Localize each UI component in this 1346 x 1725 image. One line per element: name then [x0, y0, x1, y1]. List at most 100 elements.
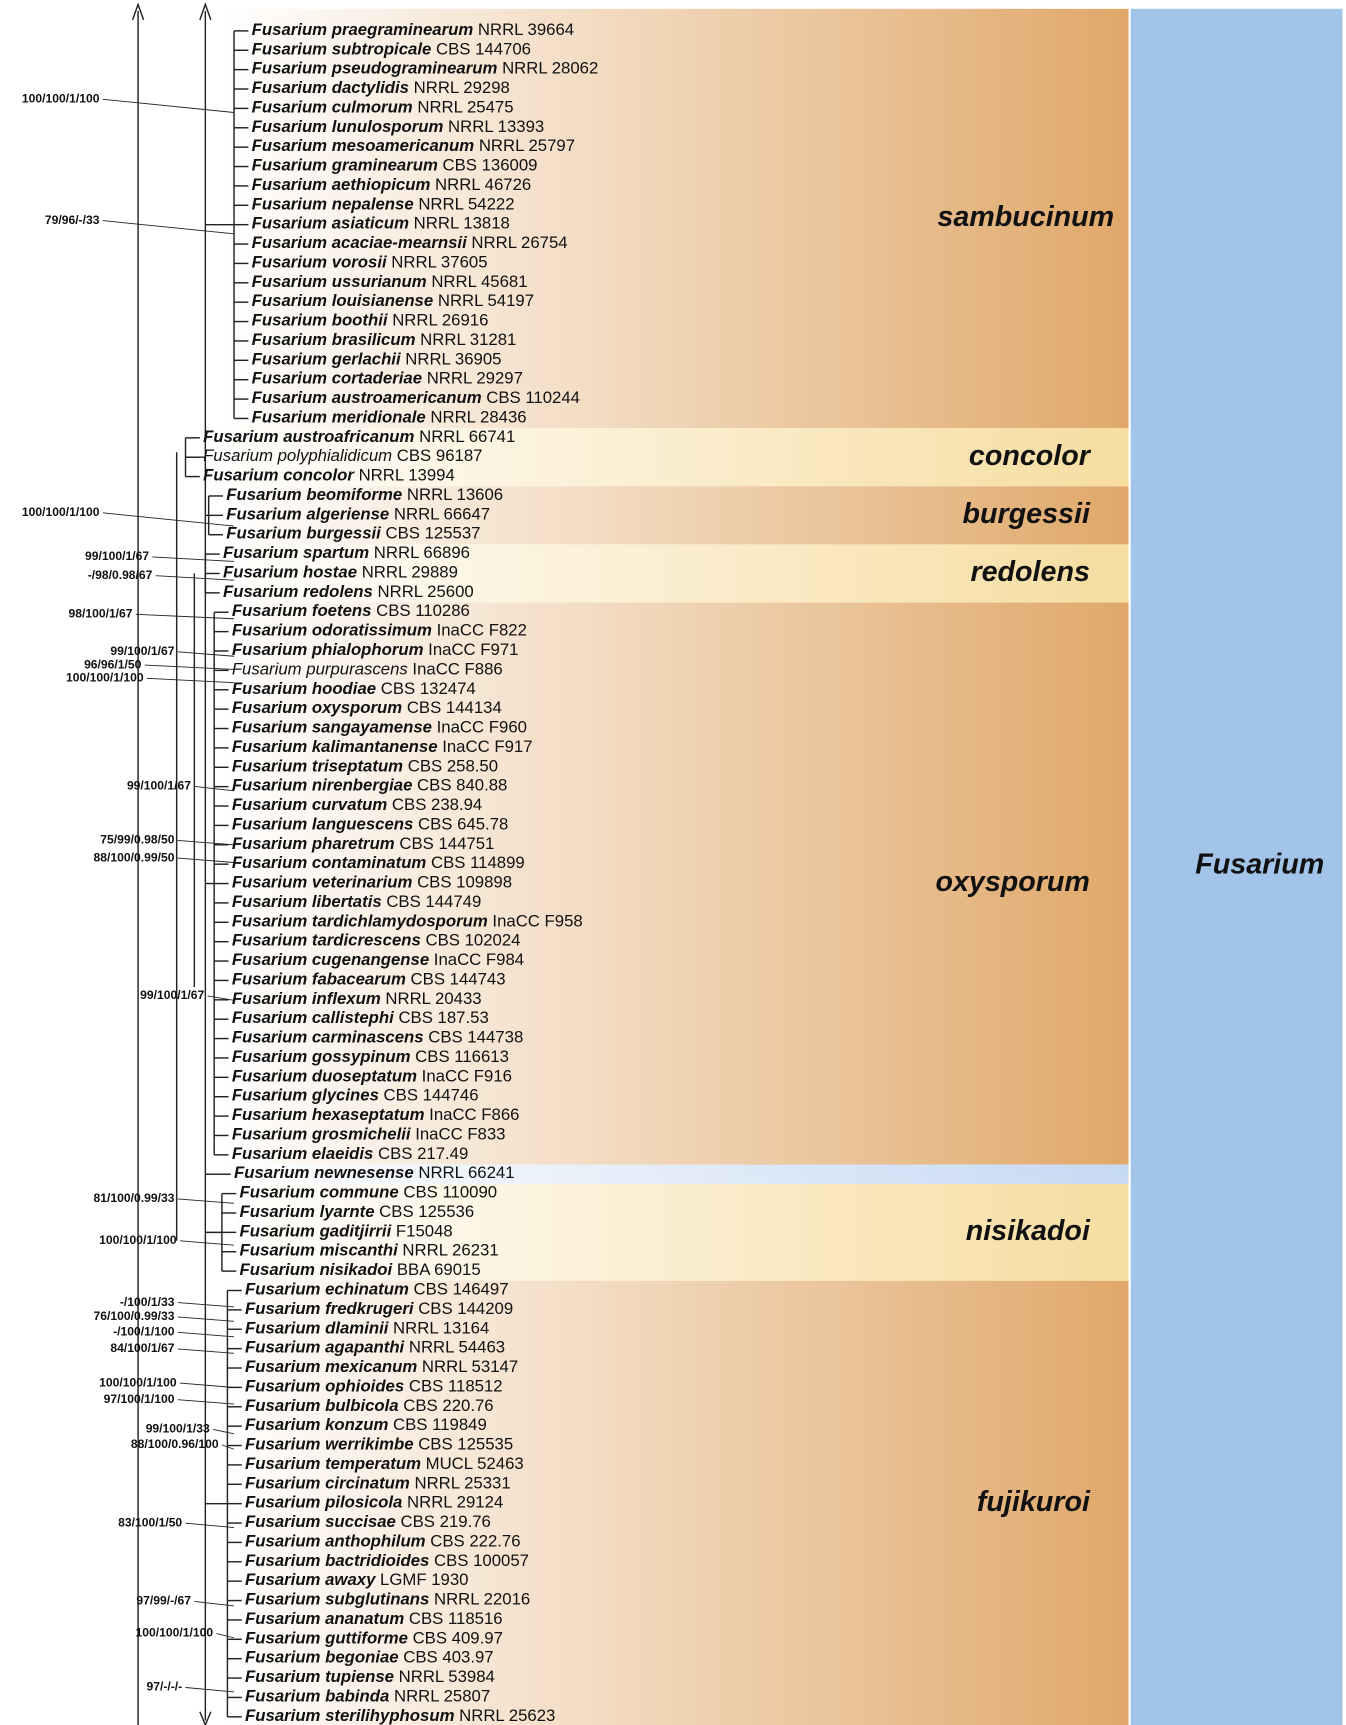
taxon-label: Fusarium agapanthi NRRL 54463: [245, 1338, 505, 1357]
clade-label: redolens: [970, 556, 1089, 588]
strain: InaCC F984: [434, 950, 524, 969]
taxon-label: Fusarium temperatum MUCL 52463: [245, 1454, 524, 1473]
taxon-name: Fusarium hoodiae: [232, 679, 376, 698]
strain: F15048: [396, 1222, 453, 1241]
taxon-name: Fusarium odoratissimum: [232, 621, 432, 640]
strain: NRRL 29124: [407, 1493, 503, 1512]
strain: CBS 100057: [434, 1551, 529, 1570]
taxon-label: Fusarium commune CBS 110090: [240, 1183, 498, 1202]
taxon-label: Fusarium circinatum NRRL 25331: [245, 1474, 511, 1493]
taxon-name: Fusarium sangayamense: [232, 718, 432, 737]
clade-band: [220, 602, 1129, 1165]
taxon-label: Fusarium beomiforme NRRL 13606: [226, 485, 503, 504]
strain: CBS 403.97: [403, 1648, 493, 1667]
support-value: 100/100/1/100: [136, 1626, 214, 1640]
taxon-label: Fusarium hostae NRRL 29889: [223, 563, 458, 582]
taxon-label: Fusarium languescens CBS 645.78: [232, 815, 509, 834]
taxon-label: Fusarium begoniae CBS 403.97: [245, 1648, 494, 1667]
strain: NRRL 13393: [448, 117, 544, 136]
support-value: 100/100/1/100: [99, 1375, 177, 1389]
strain: MUCL 52463: [426, 1454, 524, 1473]
taxon-label: Fusarium glycines CBS 144746: [232, 1086, 479, 1105]
taxon-label: Fusarium polyphialidicum CBS 96187: [203, 447, 482, 466]
taxon-name: Fusarium pseudograminearum: [252, 59, 498, 78]
strain: CBS 110090: [403, 1183, 497, 1202]
support-leader: [212, 1428, 235, 1435]
strain: NRRL 54463: [409, 1338, 505, 1357]
taxon-label: Fusarium mexicanum NRRL 53147: [245, 1357, 518, 1376]
taxon-label: Fusarium nirenbergiae CBS 840.88: [232, 776, 508, 795]
support-leader: [177, 1198, 235, 1204]
support-value: -/98/0.98/67: [88, 568, 153, 582]
support-leader: [146, 677, 235, 684]
taxon-name: Fusarium inflexum: [232, 989, 381, 1008]
taxon-label: Fusarium austroamericanum CBS 110244: [252, 388, 580, 407]
taxon-name: Fusarium subglutinans: [245, 1590, 429, 1609]
taxon-label: Fusarium awaxy LGMF 1930: [245, 1571, 468, 1590]
taxon-name: Fusarium werrikimbe: [245, 1435, 413, 1454]
strain: NRRL 37605: [391, 253, 487, 272]
taxon-name: Fusarium ophioides: [245, 1377, 404, 1396]
support-value: 88/100/0.99/50: [94, 850, 175, 864]
clade-label: nisikadoi: [966, 1215, 1091, 1247]
strain: CBS 132474: [381, 679, 476, 698]
taxon-name: Fusarium gaditjirrii: [240, 1222, 392, 1241]
strain: NRRL 46726: [435, 175, 531, 194]
taxon-name: Fusarium vorosii: [252, 253, 387, 272]
support-value: 99/100/1/67: [127, 779, 191, 793]
taxon-name: Fusarium foetens: [232, 602, 372, 621]
taxon-name: Fusarium fabacearum: [232, 970, 406, 989]
strain: InaCC F960: [437, 718, 527, 737]
strain: NRRL 25807: [394, 1687, 490, 1706]
arrow: [199, 1711, 212, 1725]
support-leader: [155, 575, 235, 581]
taxon-label: Fusarium ananatum CBS 118516: [245, 1609, 503, 1628]
taxon-label: Fusarium gaditjirrii F15048: [240, 1222, 453, 1241]
support-leader: [177, 1302, 235, 1308]
strain: NRRL 13164: [393, 1319, 489, 1338]
taxon-name: Fusarium subtropicale: [252, 40, 432, 59]
taxon-label: Fusarium newnesense NRRL 66241: [234, 1164, 515, 1183]
strain: CBS 645.78: [418, 815, 508, 834]
strain: CBS 96187: [397, 447, 483, 466]
taxon-name: Fusarium commune: [240, 1183, 399, 1202]
strain: CBS 125536: [379, 1202, 474, 1221]
strain: CBS 110244: [486, 388, 580, 407]
strain: CBS 109898: [417, 873, 512, 892]
taxon-label: Fusarium asiaticum NRRL 13818: [252, 214, 510, 233]
taxon-name: Fusarium lyarnte: [240, 1202, 375, 1221]
strain: InaCC F886: [412, 660, 502, 679]
strain: NRRL 54197: [438, 292, 534, 311]
strain: NRRL 53147: [422, 1357, 518, 1376]
strain: CBS 136009: [443, 156, 538, 175]
support-value: 100/100/1/100: [99, 1233, 177, 1247]
support-leader: [177, 1316, 235, 1322]
support-leader: [152, 556, 235, 562]
strain: CBS 222.76: [430, 1532, 520, 1551]
strain: NRRL 28436: [430, 408, 526, 427]
strain: NRRL 36905: [405, 350, 501, 369]
support-leader: [177, 1331, 235, 1338]
support-value: -/100/1/33: [120, 1295, 175, 1309]
taxon-name: Fusarium triseptatum: [232, 757, 403, 776]
strain: NRRL 25600: [378, 582, 474, 601]
taxon-name: Fusarium glycines: [232, 1086, 379, 1105]
taxon-label: Fusarium lyarnte CBS 125536: [240, 1202, 475, 1221]
support-leader: [177, 1348, 235, 1354]
strain: CBS 144706: [436, 40, 531, 59]
support-leader: [177, 857, 235, 863]
taxon-label: Fusarium gossypinum CBS 116613: [232, 1047, 509, 1066]
taxon-name: Fusarium temperatum: [245, 1454, 421, 1473]
taxon-name: Fusarium meridionale: [252, 408, 426, 427]
taxon-label: Fusarium contaminatum CBS 114899: [232, 854, 525, 873]
strain: NRRL 66741: [419, 427, 515, 446]
taxon-label: Fusarium nisikadoi BBA 69015: [240, 1261, 481, 1280]
taxon-label: Fusarium fredkrugeri CBS 144209: [245, 1299, 513, 1318]
strain: CBS 840.88: [417, 776, 507, 795]
strain: NRRL 25797: [479, 137, 575, 156]
clade-band: [220, 1280, 1129, 1725]
strain: CBS 219.76: [401, 1512, 491, 1531]
taxon-label: Fusarium elaeidis CBS 217.49: [232, 1144, 468, 1163]
taxon-label: Fusarium praegraminearum NRRL 39664: [252, 20, 574, 39]
taxon-label: Fusarium triseptatum CBS 258.50: [232, 757, 498, 776]
